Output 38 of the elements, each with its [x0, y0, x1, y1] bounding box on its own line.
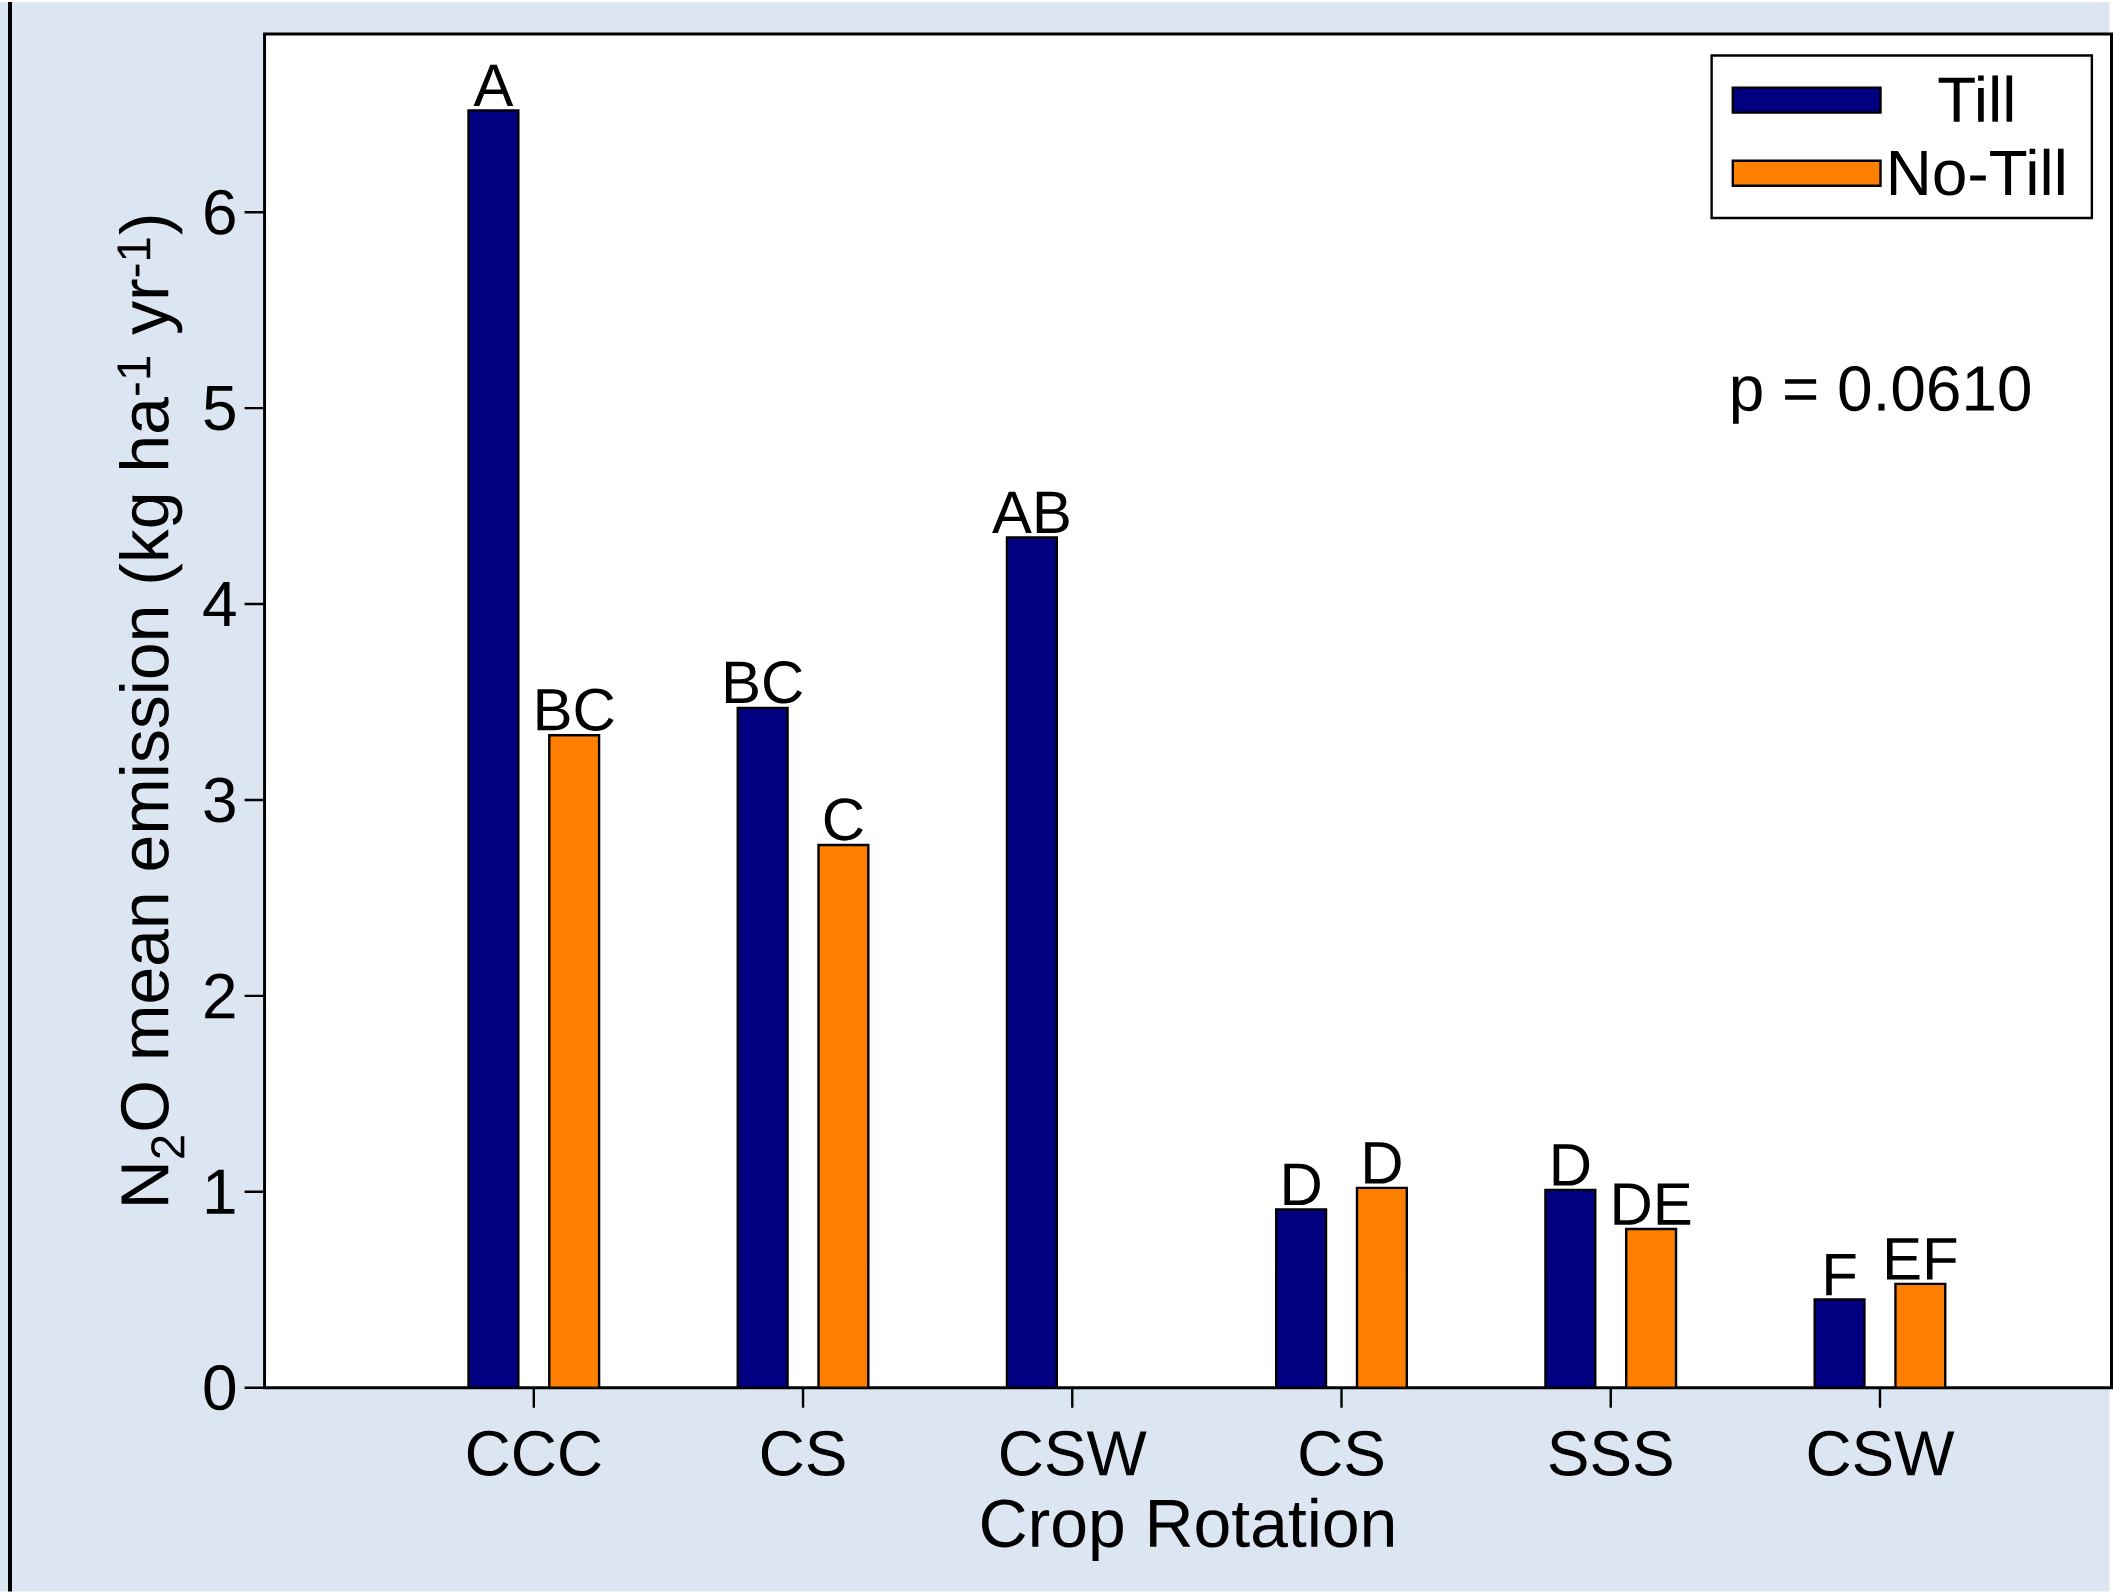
y-tick-label: 4	[203, 581, 236, 626]
data-label: F	[1826, 1253, 1856, 1295]
bar	[817, 843, 870, 1388]
y-tick-label: 5	[204, 385, 235, 431]
annotation: p = 0.0610	[1732, 365, 2030, 424]
bar	[736, 706, 789, 1388]
bar	[1544, 1188, 1597, 1388]
y-tick-label: 1	[206, 1169, 235, 1214]
data-label: D	[1553, 1144, 1590, 1186]
data-label: C	[824, 798, 863, 841]
bar	[1355, 1186, 1408, 1388]
y-tick-label: 3	[204, 777, 235, 823]
bar	[1894, 1282, 1947, 1388]
x-axis-title: Crop Rotation	[982, 1497, 1393, 1561]
data-label: AB	[992, 491, 1069, 533]
x-tick-label: CSW	[1001, 1430, 1147, 1476]
legend-label: No-Till	[1890, 148, 2064, 196]
data-label: DE	[1614, 1183, 1691, 1225]
data-label: EF	[1887, 1238, 1957, 1280]
x-tick-label: SSS	[1549, 1430, 1672, 1476]
data-label: BC	[725, 660, 802, 704]
bar	[1813, 1298, 1866, 1388]
data-label: BC	[537, 688, 614, 731]
data-label: A	[473, 64, 514, 106]
data-label: D	[1365, 1142, 1401, 1184]
legend-label: Till	[1938, 75, 2013, 122]
bar	[1005, 536, 1058, 1388]
bar	[1625, 1227, 1678, 1388]
y-tick-label: 6	[205, 189, 235, 235]
x-tick-label: CS	[1300, 1430, 1383, 1476]
x-tick-label: CSW	[1808, 1430, 1955, 1476]
y-axis-title: N$_{2}$O mean emission (kg ha$^{-1}$ yr$^{-1}$)	[117, 216, 185, 1204]
x-tick-label: CS	[761, 1430, 845, 1476]
x-tick-label: CCC	[467, 1430, 601, 1476]
y-tick-label: 2	[205, 973, 235, 1019]
data-label: D	[1284, 1163, 1320, 1205]
bar	[1275, 1208, 1328, 1388]
y-tick-label: 0	[204, 1364, 236, 1411]
